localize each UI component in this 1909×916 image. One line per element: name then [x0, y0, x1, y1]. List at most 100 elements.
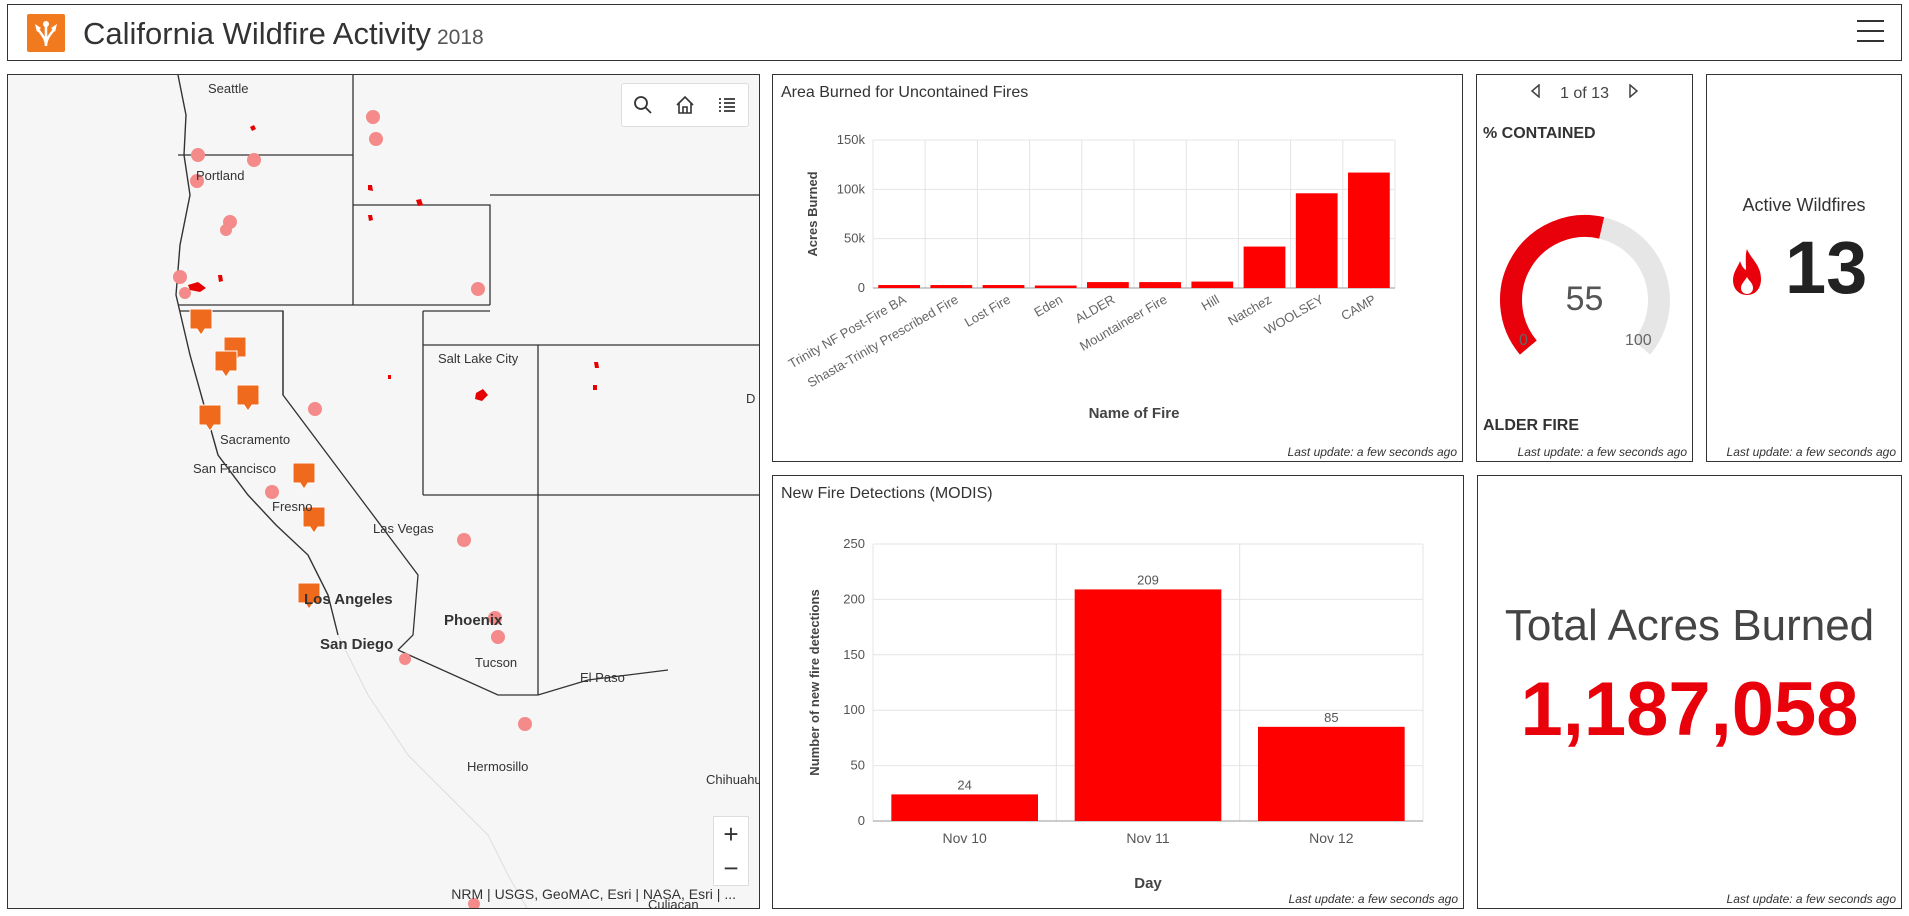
- chart-bar: [1258, 726, 1405, 821]
- active-wildfires-panel: Active Wildfires 13 Last update: a few s…: [1706, 74, 1902, 462]
- modis-detections-chart: 0 50 100 150 200 250 24 Nov 10 209 Nov 11 85 Nov 12…: [807, 536, 1424, 892]
- map-label: Phoenix: [444, 612, 503, 629]
- map-label: Portland: [196, 168, 245, 183]
- gauge-fill: [1500, 215, 1605, 355]
- chart-bar: [1087, 282, 1129, 288]
- x-tick-label: Eden: [1031, 292, 1065, 320]
- map-attribution[interactable]: NRM | USGS, GeoMAC, Esri | NASA, Esri | …: [451, 886, 736, 902]
- x-tick-label: Hill: [1199, 292, 1222, 314]
- map-label: Las Vegas: [373, 521, 434, 536]
- chart-bar: [930, 285, 973, 288]
- x-tick-label: Nov 12: [1309, 830, 1354, 846]
- x-tick-label: WOOLSEY: [1262, 291, 1327, 337]
- containment-gauge: [1500, 215, 1670, 355]
- map-label: Culiacan: [648, 897, 699, 909]
- total-acres-panel: Total Acres Burned 1,187,058 Last update…: [1477, 475, 1902, 909]
- zoom-out-button[interactable]: −: [723, 852, 739, 883]
- data-label: 24: [957, 777, 971, 792]
- x-tick-label: Nov 11: [1126, 830, 1170, 846]
- fire-detection-points: [173, 110, 532, 908]
- map-label: San Francisco: [193, 461, 277, 476]
- chart-bar: [1139, 282, 1181, 288]
- active-count: 13: [1785, 226, 1868, 309]
- hamburger-menu-icon[interactable]: [1857, 20, 1884, 44]
- fire-marker-icons: [189, 308, 326, 610]
- x-tick-label: Lost Fire: [962, 292, 1013, 330]
- chart-bar: [1348, 172, 1390, 288]
- data-label: 209: [1137, 572, 1159, 587]
- chart-bar: [1191, 281, 1234, 288]
- flame-icon: [1733, 249, 1761, 295]
- gauge-max: 100: [1625, 332, 1652, 349]
- y-tick-label: 100: [843, 702, 865, 717]
- y-tick-label: 0: [858, 813, 865, 828]
- x-tick-label: Mountaineer Fire: [1077, 292, 1170, 354]
- y-tick-label: 150k: [837, 132, 866, 147]
- y-tick-label: 200: [843, 591, 865, 606]
- x-tick-label: Nov 10: [942, 830, 987, 846]
- app-logo: [27, 14, 65, 52]
- last-update: Last update: a few seconds ago: [1287, 445, 1457, 459]
- gauge-fire-name: ALDER FIRE: [1483, 417, 1579, 434]
- chart-bar: [878, 285, 920, 288]
- x-tick-label: CAMP: [1338, 292, 1378, 324]
- chart-bar: [1034, 285, 1077, 288]
- area-burned-chart-panel: Area Burned for Uncontained Fires 0 50k 10…: [772, 74, 1463, 462]
- next-arrow-icon[interactable]: [1609, 83, 1659, 103]
- map-label: Los Angeles: [304, 591, 393, 608]
- y-tick-label: 0: [858, 280, 865, 295]
- map-label: Salt Lake City: [438, 351, 519, 366]
- previous-arrow-icon[interactable]: [1510, 83, 1560, 103]
- chart-bar: [1295, 193, 1338, 288]
- map-canvas[interactable]: [8, 75, 760, 909]
- total-value: 1,187,058: [1520, 667, 1859, 752]
- gauge-value: 55: [1565, 280, 1604, 318]
- fire-perimeters: [188, 125, 599, 401]
- app-title: California Wildfire Activity 2018: [83, 16, 484, 52]
- chart-bar: [982, 285, 1025, 288]
- map-label: Hermosillo: [467, 759, 529, 774]
- x-axis-title: Day: [1134, 875, 1162, 892]
- map-label: D: [746, 391, 756, 406]
- map-label: Seattle: [208, 81, 249, 96]
- app-title-text: California Wildfire Activity: [83, 16, 431, 51]
- data-label: 85: [1324, 710, 1338, 725]
- chart-bar: [1243, 246, 1286, 288]
- y-axis-title: Acres Burned: [805, 171, 820, 256]
- map-label: Tucson: [475, 655, 518, 670]
- map-label: San Diego: [320, 636, 394, 653]
- search-icon[interactable]: [629, 91, 657, 119]
- gauge-label: % CONTAINED: [1483, 125, 1596, 142]
- active-title: Active Wildfires: [1742, 195, 1866, 215]
- home-icon[interactable]: [671, 91, 699, 119]
- total-title: Total Acres Burned: [1504, 601, 1875, 650]
- gauge-min: 0: [1519, 332, 1528, 349]
- layer-list-icon[interactable]: [713, 91, 741, 119]
- y-tick-label: 50k: [844, 231, 865, 246]
- last-update: Last update: a few seconds ago: [1517, 445, 1687, 459]
- y-axis-title: Number of new fire detections: [807, 589, 822, 775]
- map-label: Fresno: [272, 499, 313, 514]
- y-tick-label: 100k: [837, 181, 866, 196]
- modis-detections-chart-panel: New Fire Detections (MODIS) 0 50 100 150 200…: [772, 475, 1464, 909]
- y-tick-label: 250: [843, 536, 865, 551]
- last-update: Last update: a few seconds ago: [1726, 445, 1896, 459]
- pager-text: 1 of 13: [1560, 85, 1609, 102]
- zoom-in-button[interactable]: +: [723, 818, 739, 849]
- chart-bar: [1074, 589, 1222, 821]
- y-tick-label: 150: [843, 647, 865, 662]
- last-update: Last update: a few seconds ago: [1288, 892, 1458, 906]
- map-label: El Paso: [580, 670, 625, 685]
- map-label: Sacramento: [220, 432, 291, 447]
- map-toolbar: [621, 83, 749, 127]
- y-tick-label: 50: [851, 758, 865, 773]
- chart-bar: [891, 794, 1038, 821]
- map-label: Chihuahu: [706, 772, 760, 787]
- gauge-pager: 1 of 13: [1477, 83, 1692, 103]
- panel-title: Area Burned for Uncontained Fires: [781, 84, 1029, 101]
- app-header: California Wildfire Activity 2018: [7, 4, 1902, 61]
- zoom-control: + −: [713, 816, 749, 886]
- map-panel[interactable]: Seattle Portland Salt Lake City Sacramen…: [7, 74, 760, 909]
- last-update: Last update: a few seconds ago: [1726, 892, 1896, 906]
